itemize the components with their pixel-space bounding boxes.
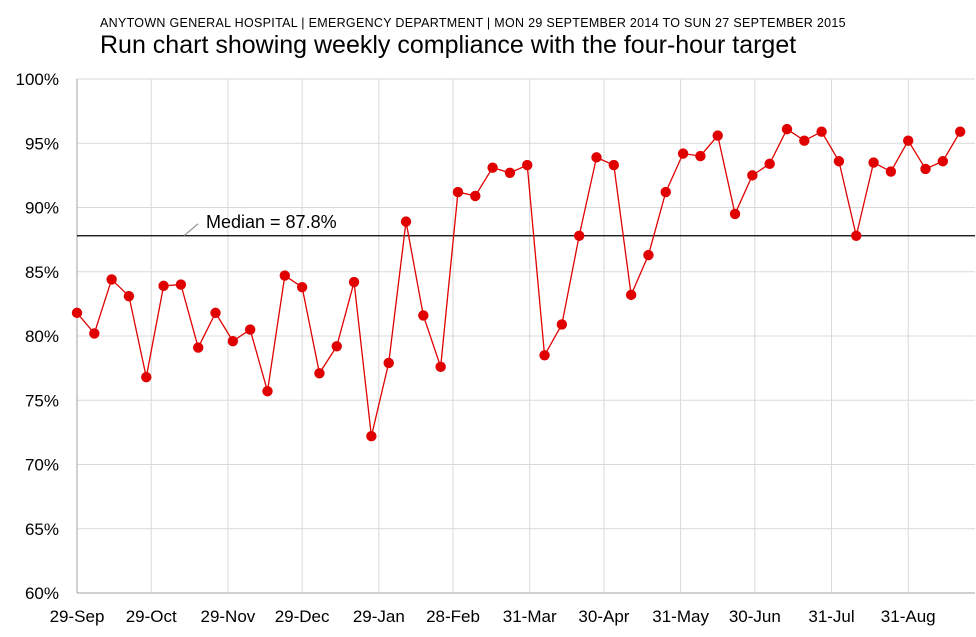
data-point xyxy=(210,307,221,319)
x-tick-label: 28-Feb xyxy=(426,607,480,626)
data-point xyxy=(816,126,827,137)
data-point xyxy=(539,350,550,361)
x-tick-label: 29-Dec xyxy=(275,607,330,626)
y-tick-label: 70% xyxy=(25,456,59,475)
median-label: Median = 87.8% xyxy=(206,212,337,232)
data-point xyxy=(729,208,741,220)
data-point xyxy=(851,230,862,241)
data-point xyxy=(89,328,100,339)
data-point xyxy=(747,170,758,181)
data-point xyxy=(954,126,966,137)
data-point xyxy=(504,167,516,179)
data-point xyxy=(71,307,83,319)
chart-subtitle: ANYTOWN GENERAL HOSPITAL | EMERGENCY DEP… xyxy=(100,16,846,30)
x-tick-label: 29-Nov xyxy=(200,607,255,626)
data-point xyxy=(903,135,914,146)
data-point xyxy=(314,368,325,379)
x-tick-label: 30-Jun xyxy=(729,607,781,626)
data-point xyxy=(470,190,481,202)
data-point xyxy=(244,324,256,335)
data-point xyxy=(193,342,204,353)
x-tick-label: 29-Oct xyxy=(126,607,177,626)
data-point xyxy=(781,123,793,135)
data-point xyxy=(608,159,620,171)
data-point xyxy=(106,274,117,285)
x-tick-label: 31-Aug xyxy=(881,607,936,626)
data-point xyxy=(885,166,897,177)
data-point xyxy=(418,310,429,321)
x-tick-label: 30-Apr xyxy=(578,607,629,626)
data-point xyxy=(522,159,533,171)
x-tick-label: 31-May xyxy=(652,607,709,626)
data-point xyxy=(348,276,360,288)
x-tick-label: 29-Sep xyxy=(50,607,105,626)
x-tick-label: 31-Jul xyxy=(808,607,854,626)
y-tick-label: 95% xyxy=(25,134,59,153)
data-point xyxy=(920,163,931,175)
data-point xyxy=(366,431,377,442)
data-point xyxy=(400,216,412,227)
data-point xyxy=(868,157,879,168)
data-point xyxy=(331,341,342,352)
data-point xyxy=(123,290,135,302)
data-point xyxy=(556,319,568,330)
x-tick-label: 29-Jan xyxy=(353,607,405,626)
data-point xyxy=(625,289,637,301)
chart-title: Run chart showing weekly compliance with… xyxy=(100,31,797,59)
data-point xyxy=(158,280,169,292)
y-tick-label: 90% xyxy=(25,199,59,218)
data-point xyxy=(452,186,464,198)
data-point xyxy=(764,158,775,170)
data-point xyxy=(175,279,187,290)
data-point xyxy=(660,186,671,198)
y-tick-label: 100% xyxy=(16,70,59,89)
data-point xyxy=(799,135,810,146)
y-tick-label: 60% xyxy=(25,584,59,603)
data-point xyxy=(227,335,239,347)
data-point xyxy=(695,150,706,162)
data-point xyxy=(643,249,654,261)
series-group xyxy=(71,123,966,442)
data-point xyxy=(262,386,273,397)
y-axis-ticks: 60% 65% 70% 75% 80% 85% 90% 95% 100% xyxy=(16,70,59,603)
grid-lines xyxy=(76,78,975,594)
data-point xyxy=(383,357,394,369)
median-label-leader xyxy=(183,223,199,237)
x-tick-label: 31-Mar xyxy=(503,607,557,626)
data-point xyxy=(141,371,152,383)
data-point xyxy=(435,361,446,373)
data-point xyxy=(296,281,308,293)
data-point xyxy=(712,130,723,141)
data-point xyxy=(573,230,585,241)
median-group: Median = 87.8% xyxy=(77,212,975,237)
y-tick-label: 80% xyxy=(25,327,59,346)
data-point xyxy=(279,270,291,281)
series-line xyxy=(76,128,961,437)
data-point xyxy=(833,156,845,167)
data-point xyxy=(677,148,689,159)
data-point xyxy=(937,156,949,167)
x-axis-ticks: 29-Sep 29-Oct 29-Nov 29-Dec 29-Jan 28-Feb 31-M… xyxy=(50,607,936,626)
y-tick-label: 85% xyxy=(25,263,59,282)
y-tick-label: 65% xyxy=(25,520,59,539)
y-tick-label: 75% xyxy=(25,391,59,410)
data-point xyxy=(487,162,498,173)
data-point xyxy=(591,152,602,163)
